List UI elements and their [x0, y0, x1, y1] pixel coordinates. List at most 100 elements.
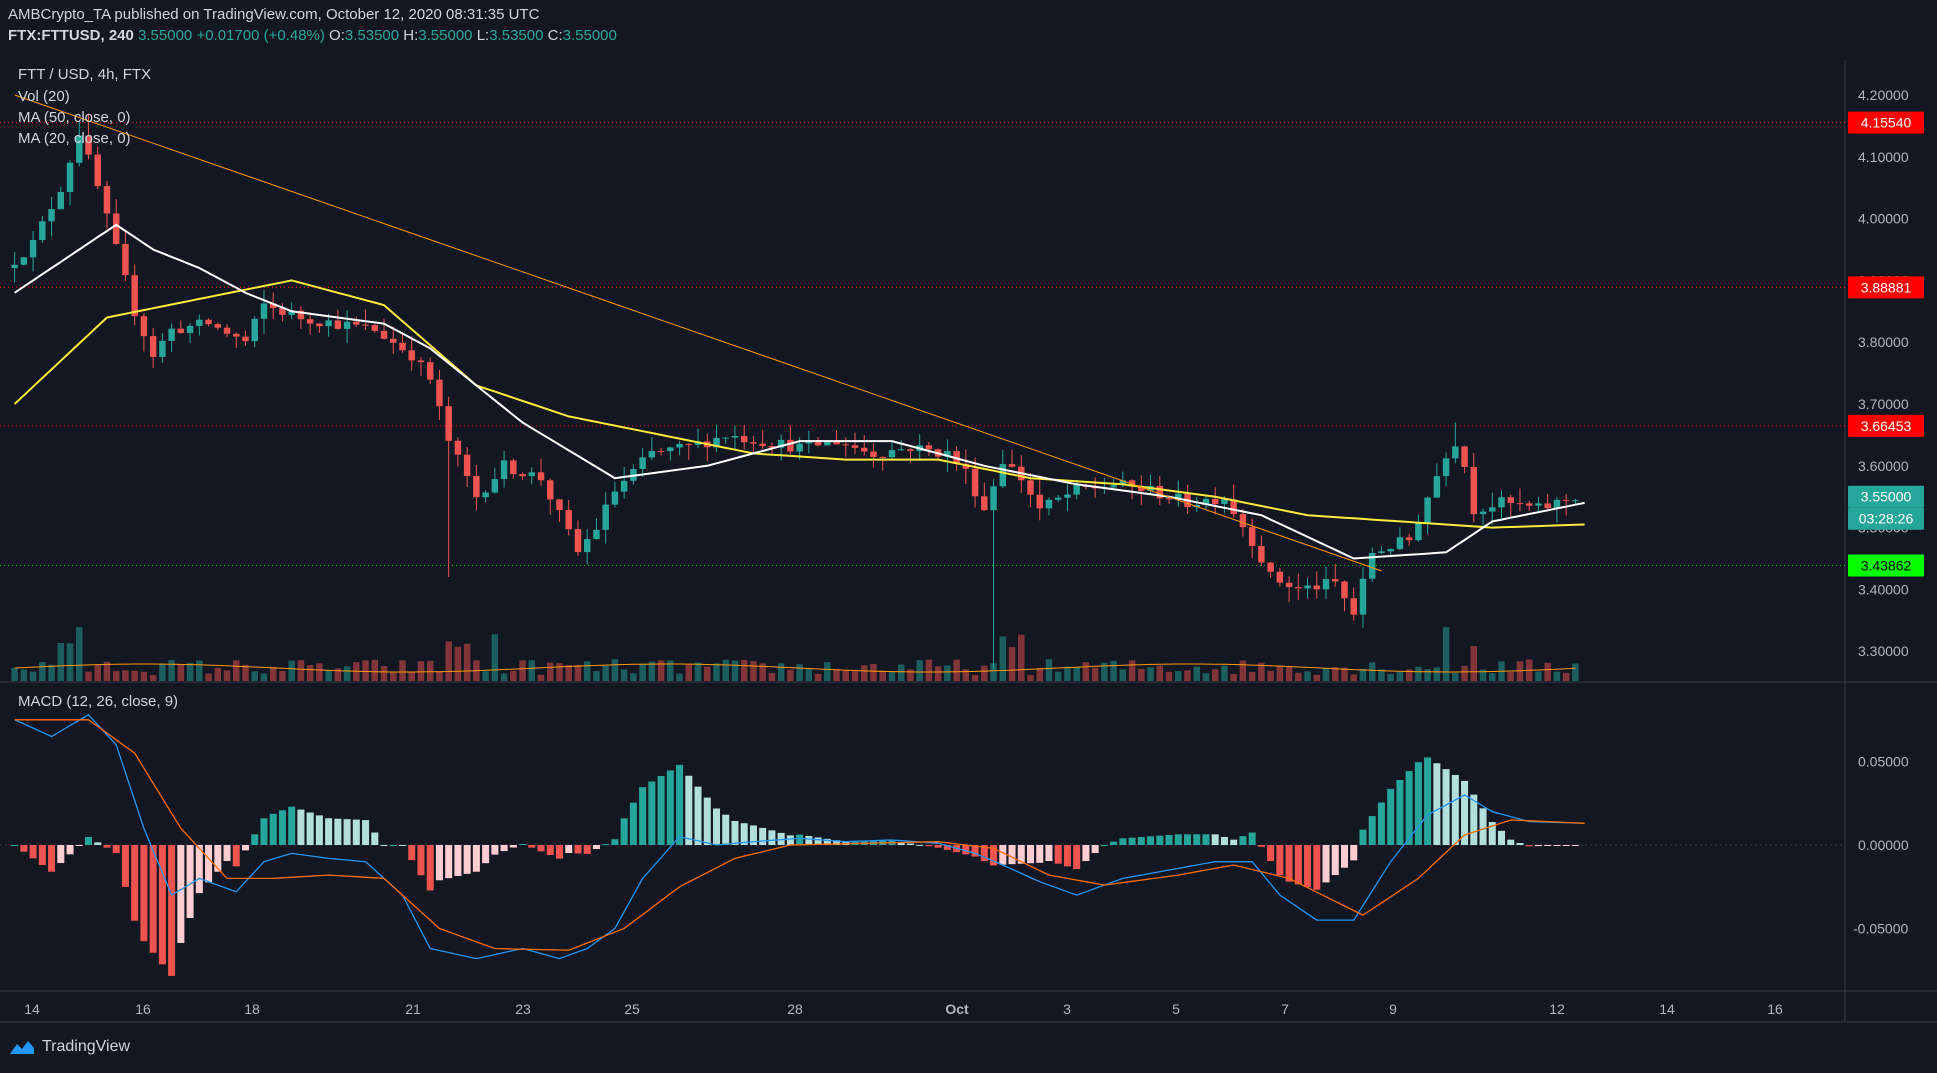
- macd-histogram-bar: [38, 845, 46, 866]
- volume-bar: [76, 627, 83, 681]
- volume-bar: [971, 674, 979, 681]
- price-tick-label: 4.00000: [1858, 211, 1909, 227]
- candle-body: [824, 440, 831, 446]
- volume-bar: [944, 665, 951, 681]
- macd-histogram-bar: [84, 836, 93, 845]
- macd-histogram-bar: [241, 845, 250, 851]
- volume-bar: [48, 664, 55, 681]
- volume-bar: [1359, 668, 1367, 681]
- macd-histogram-bar: [759, 827, 767, 845]
- volume-bar: [1368, 662, 1376, 681]
- candle-body: [796, 443, 803, 452]
- volume-bar: [1156, 665, 1164, 681]
- volume-bar: [1470, 646, 1478, 681]
- legend-pair: FTT / USD, 4h, FTX: [18, 66, 152, 83]
- time-tick-label: 14: [1659, 1001, 1675, 1017]
- macd-histogram-bar: [20, 845, 28, 852]
- time-tick-label: 25: [624, 1001, 640, 1017]
- candle-body: [122, 243, 129, 276]
- price-tick-label: 4.10000: [1858, 149, 1909, 165]
- badge-support-bg: [1848, 554, 1924, 577]
- volume-bar: [740, 659, 748, 681]
- candle-body: [1008, 464, 1016, 467]
- candle-body: [1489, 507, 1496, 512]
- volume-bar: [1175, 671, 1182, 681]
- candle-body: [1156, 485, 1164, 499]
- price-tick-label: 3.60000: [1858, 458, 1909, 474]
- volume-bar: [251, 671, 258, 681]
- candle-body: [888, 450, 896, 458]
- volume-bar: [491, 634, 499, 681]
- volume-bar: [1064, 666, 1071, 681]
- volume-bar: [11, 667, 18, 681]
- descending-trendline: [14, 94, 1382, 572]
- macd-histogram-bar: [509, 845, 517, 848]
- candle-body: [269, 303, 277, 309]
- macd-histogram-bar: [1119, 838, 1127, 845]
- macd-histogram-bar: [352, 819, 360, 845]
- volume-bar: [528, 660, 536, 681]
- volume-bar: [1535, 671, 1542, 681]
- macd-histogram-bar: [537, 845, 545, 852]
- volume-bar: [140, 671, 148, 681]
- macd-histogram-bar: [1433, 763, 1441, 845]
- macd-histogram-bar: [1183, 834, 1192, 845]
- badge-resistance-3: 3.66453: [1861, 418, 1912, 434]
- candle-body: [602, 504, 609, 530]
- volume-bar: [1211, 669, 1219, 681]
- macd-histogram-bar: [592, 845, 600, 850]
- volume-bar: [288, 660, 295, 681]
- volume-bar: [454, 646, 462, 681]
- volume-bar: [648, 661, 656, 681]
- macd-histogram-bar: [676, 764, 684, 845]
- macd-histogram-bar: [168, 845, 176, 976]
- candle-body: [297, 310, 305, 320]
- macd-histogram-bar: [75, 845, 83, 846]
- volume-bar: [1008, 647, 1016, 681]
- volume-bar: [574, 664, 582, 681]
- volume-bar: [269, 666, 277, 681]
- change-value: +0.01700 (+0.48%): [196, 27, 325, 44]
- last-value: 3.55000: [138, 27, 193, 44]
- macd-histogram-bar: [1424, 757, 1432, 845]
- candle-body: [537, 472, 545, 481]
- candle-body: [1562, 499, 1570, 501]
- volume-bar: [704, 666, 711, 681]
- candle-body: [1332, 579, 1339, 582]
- macd-histogram-bar: [94, 842, 102, 845]
- volume-bar: [214, 667, 222, 681]
- volume-bar: [1267, 670, 1274, 681]
- tradingview-logo[interactable]: TradingView: [8, 1038, 130, 1056]
- volume-bar: [1452, 672, 1459, 681]
- volume-bar: [66, 643, 74, 681]
- candle-body: [1442, 458, 1450, 477]
- volume-bar: [29, 671, 37, 681]
- macd-histogram-bar: [1534, 845, 1542, 847]
- macd-histogram-bar: [195, 845, 203, 894]
- badge-last-price: 3.55000: [1861, 489, 1912, 505]
- macd-histogram-bar: [1248, 832, 1256, 845]
- macd-histogram-bar: [29, 845, 37, 859]
- badge-resistance-3-bg: [1848, 414, 1924, 437]
- candle-body: [1341, 581, 1348, 599]
- macd-histogram-bar: [1396, 779, 1404, 845]
- symbol-line: FTX:FTTUSD, 240 3.55000 +0.01700 (+0.48%…: [8, 27, 617, 44]
- candle-body: [676, 443, 683, 448]
- macd-histogram-bar: [1414, 762, 1422, 845]
- candle-body: [131, 275, 138, 317]
- volume-bar: [787, 669, 794, 681]
- macd-histogram-bar: [1174, 834, 1182, 845]
- high-label: H:: [403, 27, 419, 44]
- macd-histogram-bar: [149, 845, 157, 953]
- candle-body: [426, 362, 434, 380]
- volume-bar: [805, 668, 813, 681]
- candle-body: [1313, 585, 1321, 590]
- volume-bar: [1045, 659, 1053, 681]
- candle-body: [851, 445, 859, 448]
- macd-histogram-bar: [1488, 822, 1496, 845]
- volume-bar: [547, 662, 554, 681]
- volume-bar: [131, 670, 138, 681]
- candle-body: [39, 221, 46, 241]
- candle-body: [1165, 498, 1173, 500]
